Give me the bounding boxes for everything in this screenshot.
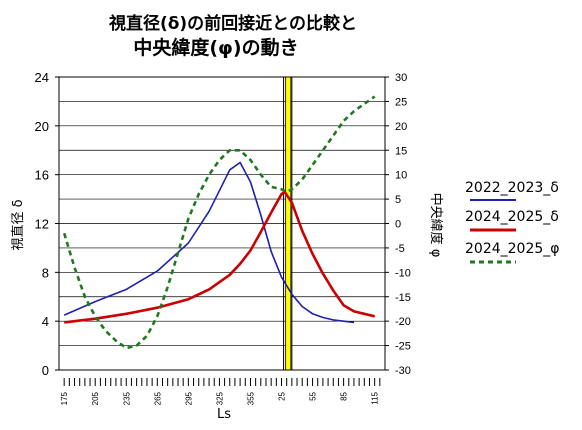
legend: 2022_2023_δ 2024_2025_δ 2024_2025_φ bbox=[465, 180, 560, 264]
right-tick-label: -25 bbox=[395, 341, 411, 353]
left-tick-label: 20 bbox=[35, 119, 49, 134]
axes: 0 4 8 12 16 20 24 30 25 20 15 10 5 0 -5 -10 -15 -20 -25 -30… bbox=[35, 70, 411, 405]
x-tick-label: 325 bbox=[215, 391, 224, 405]
left-tick-label: 0 bbox=[42, 363, 49, 378]
right-tick-label: 10 bbox=[395, 170, 407, 182]
x-axis-label: Ls bbox=[217, 407, 231, 422]
left-tick-label: 16 bbox=[35, 168, 49, 183]
left-tick-label: 8 bbox=[42, 265, 49, 280]
x-tick-label: 85 bbox=[340, 391, 349, 400]
legend-label-series-1: 2022_2023_δ bbox=[465, 180, 559, 196]
legend-label-series-2: 2024_2025_δ bbox=[465, 209, 559, 225]
series-line-1 bbox=[63, 161, 355, 324]
x-tick-label: 235 bbox=[122, 391, 131, 405]
highlight-band bbox=[285, 76, 292, 371]
right-tick-label: 15 bbox=[395, 145, 407, 157]
right-tick-label: 5 bbox=[395, 194, 401, 206]
x-tick-label: 115 bbox=[371, 391, 380, 404]
series-line-2 bbox=[64, 190, 375, 324]
right-tick-label: -15 bbox=[395, 292, 411, 304]
chart-title-line1: 視直径(δ)の前回接近との比較と bbox=[108, 13, 357, 34]
x-tick-label: 205 bbox=[91, 391, 100, 405]
x-tick-label: 355 bbox=[246, 391, 255, 405]
left-axis-label: 視直径 δ bbox=[11, 199, 26, 250]
right-tick-label: -10 bbox=[395, 267, 411, 279]
right-tick-label: -20 bbox=[395, 316, 411, 328]
x-tick-label: 295 bbox=[184, 391, 193, 405]
left-tick-label: 12 bbox=[35, 217, 49, 232]
right-tick-label: -5 bbox=[395, 243, 405, 255]
x-tick-label: 175 bbox=[60, 391, 69, 405]
series-group bbox=[62, 95, 376, 350]
right-tick-label: 30 bbox=[395, 72, 407, 84]
x-tick-label: 265 bbox=[153, 391, 162, 405]
x-tick-label: 25 bbox=[278, 391, 287, 400]
right-tick-label: 0 bbox=[395, 219, 401, 231]
x-tick-label: 55 bbox=[309, 391, 318, 400]
right-tick-label: -30 bbox=[395, 365, 411, 377]
chart-title-line2: 中央緯度(φ)の動き bbox=[133, 36, 298, 59]
left-tick-label: 24 bbox=[35, 70, 49, 85]
grid bbox=[59, 76, 385, 371]
series-line-3 bbox=[62, 95, 376, 350]
right-tick-label: 20 bbox=[395, 121, 407, 133]
right-tick-label: 25 bbox=[395, 96, 407, 108]
right-axis-label: 中央緯度 φ bbox=[428, 193, 444, 258]
left-tick-label: 4 bbox=[42, 314, 49, 329]
legend-label-series-3: 2024_2025_φ bbox=[465, 241, 560, 257]
